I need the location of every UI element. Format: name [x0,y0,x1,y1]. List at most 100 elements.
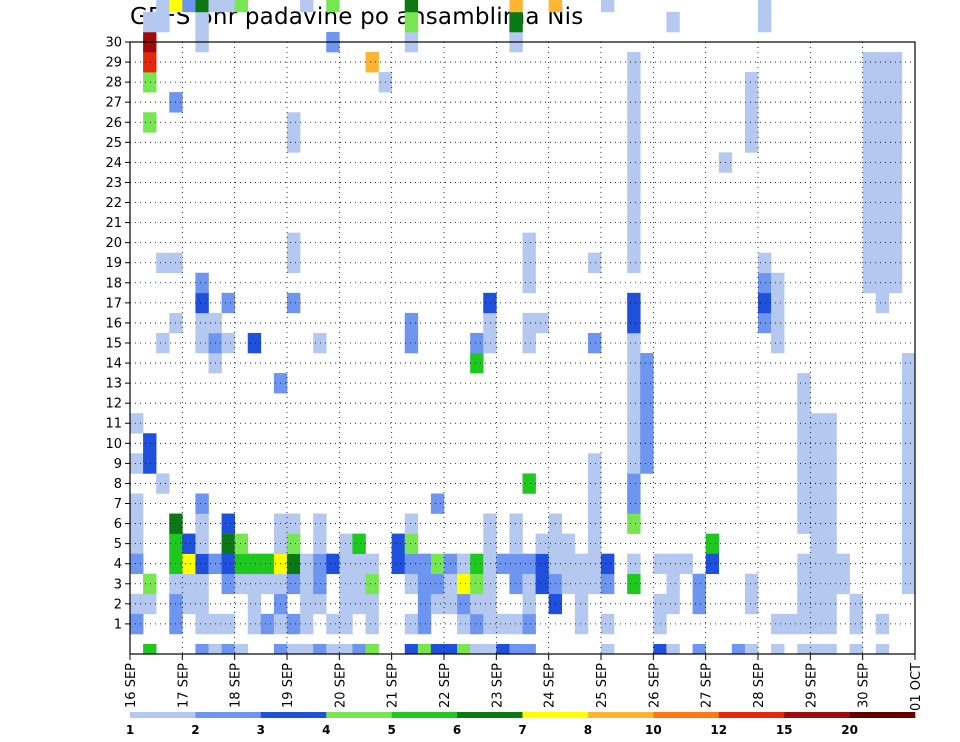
x-tick-label: 20 SEP [333,663,348,708]
heatmap-cell [300,613,314,635]
heatmap-cell [326,613,340,635]
heatmap-cell [247,593,262,615]
heatmap-cell [234,0,249,13]
heatmap-cell [535,553,549,575]
heatmap-cell [143,11,157,33]
heatmap-cell [483,613,497,635]
heatmap-cell [875,132,890,153]
heatmap-cell [182,553,196,575]
heatmap-cell [457,573,471,595]
heatmap-cell [522,232,536,253]
heatmap-cell [247,613,262,635]
heatmap-cell [182,533,196,554]
heatmap-cell [627,513,641,534]
heatmap-cell [195,533,209,554]
heatmap-cell [130,613,144,635]
heatmap-cell [339,553,353,575]
heatmap-cell [156,332,170,354]
heatmap-cell [548,0,563,13]
heatmap-cell [653,643,667,655]
heatmap-cell [522,553,536,575]
y-tick-label: 12 [105,397,122,412]
y-tick-label: 30 [105,36,122,51]
legend-swatch [522,712,589,718]
y-tick-label: 23 [105,176,122,191]
heatmap-cell [797,433,811,454]
heatmap-cell [797,643,811,655]
heatmap-cell [758,252,772,274]
heatmap-cell [561,553,576,575]
heatmap-cell [430,553,445,575]
heatmap-cell [287,553,301,575]
heatmap-cell [587,332,602,354]
heatmap-cell [627,373,641,394]
heatmap-cell [352,553,366,575]
heatmap-cell [810,593,824,615]
legend-label: 3 [257,723,265,737]
legend-label: 10 [645,723,662,737]
heatmap-cell [875,613,890,635]
heatmap-cell [339,613,353,635]
heatmap-cell [836,573,850,595]
heatmap-cell [404,513,419,534]
heatmap-cell [130,533,144,554]
heatmap-cell [627,92,641,113]
x-tick-label: 01 OCT [909,663,924,711]
heatmap-cell [470,593,484,615]
heatmap-cell [522,252,536,274]
heatmap-cell [483,312,497,334]
heatmap-cell [627,172,641,193]
heatmap-cell [260,553,275,575]
heatmap-cell [260,613,275,635]
legend-swatch [653,712,720,718]
y-tick-label: 2 [114,597,122,612]
legend-swatch [849,712,916,718]
heatmap-cell [587,473,602,494]
heatmap-cell [404,613,419,635]
y-tick-label: 24 [105,156,122,171]
heatmap-cell [300,0,314,13]
heatmap-cell [875,232,890,253]
heatmap-cell [901,393,916,414]
y-tick-label: 6 [114,517,122,532]
heatmap-cell [797,393,811,414]
heatmap-cell [810,453,824,474]
heatmap-cell [522,473,536,494]
heatmap-cell [156,473,170,494]
heatmap-cell [744,72,759,93]
heatmap-cell [509,553,523,575]
heatmap-cell [483,593,497,615]
heatmap-cell [744,112,759,133]
heatmap-cell [287,513,301,534]
x-tick-label: 22 SEP [438,663,453,708]
heatmap-cell [587,573,602,595]
heatmap-cell [627,112,641,133]
heatmap-cell [862,232,877,253]
heatmap-cell [313,332,327,354]
heatmap-cell [509,513,523,534]
plot-frame [129,41,916,655]
heatmap-cell [771,312,785,334]
heatmap-cell [731,643,746,655]
heatmap-cell [901,453,916,474]
heatmap-cell [771,332,785,354]
heatmap-cell [509,573,523,595]
heatmap-cell [627,132,641,153]
heatmap-cell [875,152,890,173]
heatmap-cell [862,272,877,294]
heatmap-cell [522,593,536,615]
heatmap-cell [666,593,680,615]
heatmap-cell [430,493,445,514]
legend-label: 4 [322,723,330,737]
heatmap-cell [627,453,641,474]
heatmap-cell [561,573,576,595]
heatmap-cell [195,11,209,33]
heatmap-cell [522,573,536,595]
heatmap-cell [221,0,235,13]
heatmap-cell [470,353,484,374]
heatmap-cell [287,252,301,274]
heatmap-cell [221,613,235,635]
heatmap-cell [627,52,641,73]
legend-swatch [391,712,458,718]
heatmap-cell [901,413,916,434]
